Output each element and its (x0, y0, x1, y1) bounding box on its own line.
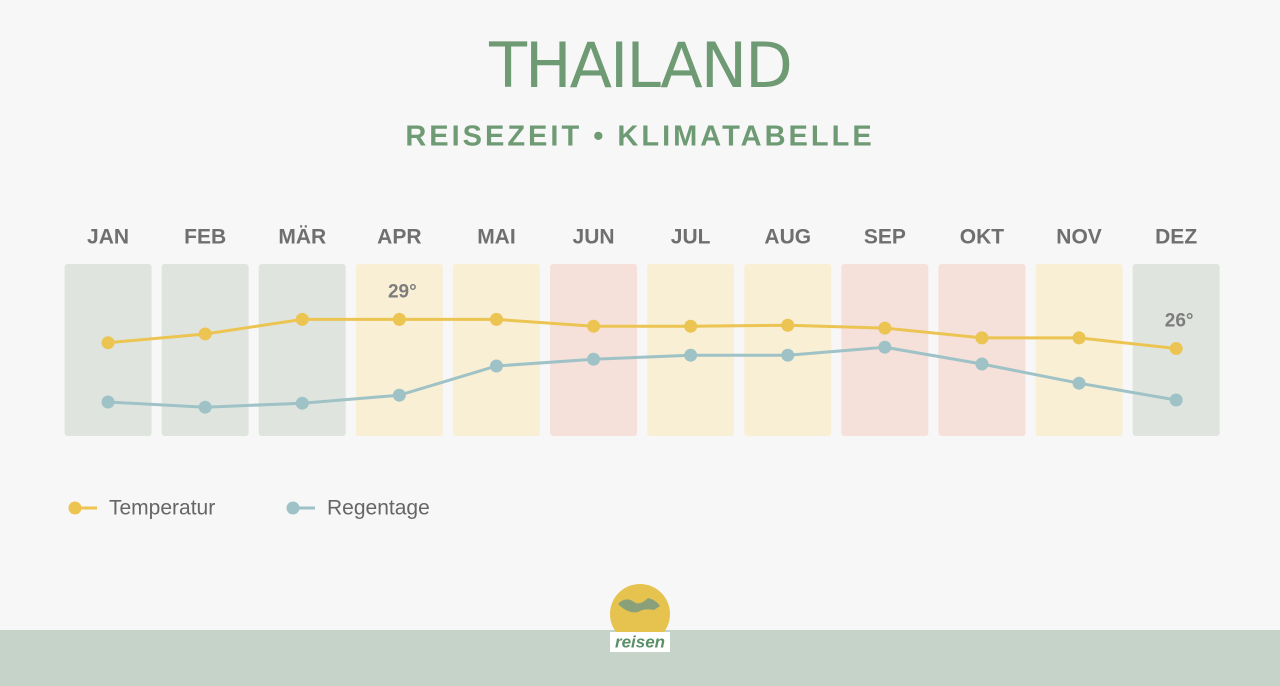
data-point (878, 340, 892, 354)
data-point (781, 348, 795, 362)
month-label: JAN (87, 226, 129, 249)
month-label: MÄR (278, 226, 326, 249)
series-line (107, 345, 1177, 409)
data-point (1072, 376, 1086, 390)
legend-swatch-dot (68, 501, 82, 515)
data-point (295, 396, 309, 410)
legend-swatch-dot (286, 501, 300, 515)
month-label: MAI (477, 226, 516, 249)
data-point (975, 357, 989, 371)
logo-globe (610, 584, 670, 644)
month-label: AUG (764, 226, 811, 249)
data-point (392, 388, 406, 402)
data-point (878, 321, 892, 335)
logo-text: reisen (615, 632, 665, 651)
legend-label: Regentage (327, 497, 430, 520)
data-point (489, 312, 503, 326)
data-point (489, 359, 503, 373)
month-column (161, 264, 249, 436)
data-point (198, 327, 212, 341)
month-label: FEB (184, 226, 226, 249)
data-point (198, 400, 212, 414)
data-point (587, 319, 601, 333)
data-point (101, 336, 115, 350)
logo-label-bg (610, 632, 670, 652)
data-point (781, 318, 795, 332)
data-point (1072, 331, 1086, 345)
month-label: JUL (671, 226, 711, 249)
month-label: OKT (960, 226, 1005, 249)
month-column (64, 264, 152, 436)
data-point (1169, 342, 1183, 356)
data-point (587, 352, 601, 366)
logo-continents (618, 598, 660, 613)
month-label: APR (377, 226, 421, 249)
legend-label: Temperatur (109, 497, 215, 520)
month-label: JUN (573, 226, 615, 249)
data-point (684, 319, 698, 333)
month-label: SEP (864, 226, 906, 249)
data-point (392, 312, 406, 326)
month-label: NOV (1056, 226, 1102, 249)
data-point (684, 348, 698, 362)
month-column (550, 264, 638, 436)
data-point (295, 312, 309, 326)
value-label: 29° (388, 281, 417, 302)
month-column (938, 264, 1026, 436)
month-column (355, 264, 443, 436)
month-column (1035, 264, 1123, 436)
month-column (452, 264, 540, 436)
series-line (107, 317, 1177, 351)
chart-subtitle: REISEZEIT • KLIMATABELLE (405, 121, 874, 153)
value-label: 26° (1165, 311, 1194, 332)
data-point (1169, 393, 1183, 407)
chart-title: THAILAND (488, 29, 791, 102)
data-point (975, 331, 989, 345)
data-point (101, 395, 115, 409)
month-label: DEZ (1155, 226, 1197, 249)
month-column (258, 264, 346, 436)
